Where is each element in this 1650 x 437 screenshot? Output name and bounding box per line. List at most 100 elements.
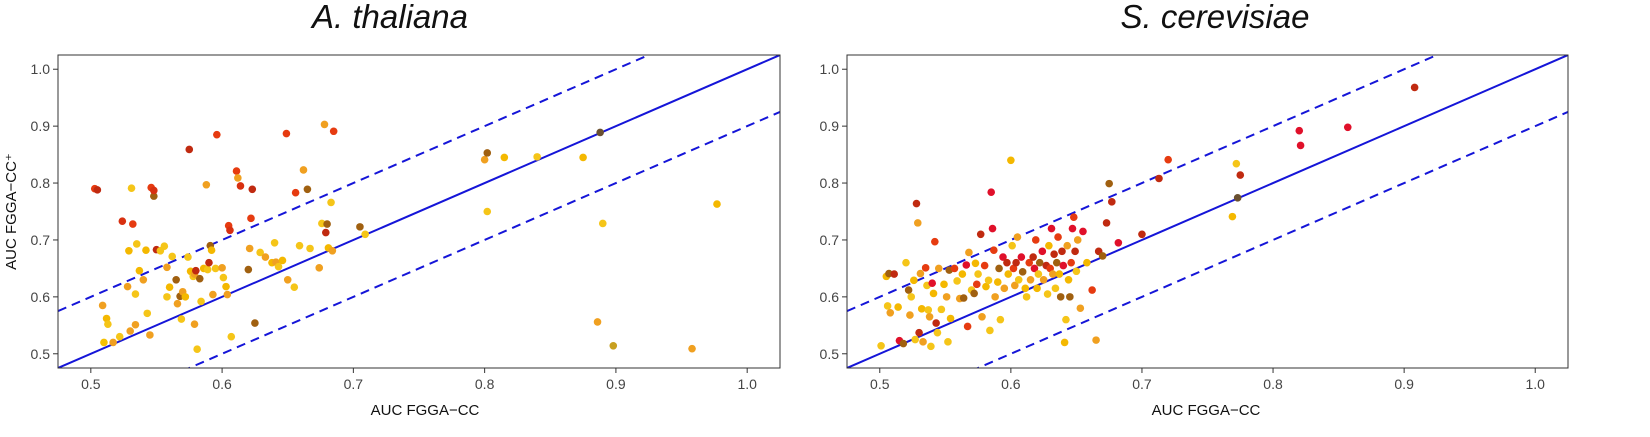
data-point	[886, 308, 895, 317]
data-point	[1029, 253, 1037, 261]
data-point	[1079, 227, 1087, 236]
y-tick-label: 0.9	[31, 118, 51, 134]
data-point	[1012, 258, 1020, 267]
x-tick-label: 0.7	[344, 376, 364, 392]
data-point	[1000, 284, 1009, 293]
data-point	[987, 188, 995, 196]
data-point	[999, 253, 1007, 261]
data-point	[907, 293, 916, 301]
data-point	[965, 248, 973, 257]
y-tick-label: 0.8	[31, 175, 51, 191]
data-point	[990, 246, 998, 254]
data-point	[142, 246, 150, 254]
data-point	[919, 338, 927, 346]
data-point	[328, 246, 337, 255]
data-point	[925, 312, 934, 321]
data-point	[1043, 290, 1052, 298]
data-point	[1138, 230, 1146, 239]
data-point	[902, 258, 910, 267]
data-point	[959, 294, 968, 302]
data-point	[480, 155, 489, 164]
data-point	[598, 219, 607, 228]
data-point	[282, 129, 291, 138]
data-point	[177, 315, 186, 323]
data-point	[593, 318, 602, 326]
y-tick-label: 0.7	[820, 232, 840, 248]
data-point	[579, 153, 587, 162]
data-point	[1046, 264, 1054, 273]
data-point	[1410, 83, 1419, 92]
data-point	[202, 180, 211, 189]
data-point	[361, 230, 369, 239]
data-point	[181, 293, 190, 301]
x-tick-label: 0.8	[475, 376, 495, 392]
x-tick-label: 0.8	[1263, 376, 1283, 392]
data-point	[327, 198, 335, 207]
x-axis-label: AUC FGGA−CC	[1152, 402, 1261, 419]
data-point	[1064, 275, 1073, 284]
data-point	[942, 293, 951, 301]
data-point	[197, 297, 205, 306]
y-tick-label: 0.9	[820, 118, 840, 134]
data-point	[899, 339, 908, 348]
data-point	[950, 264, 959, 273]
data-point	[929, 289, 938, 298]
data-point	[1060, 338, 1069, 347]
data-point	[98, 301, 107, 310]
data-point	[299, 166, 308, 174]
data-point	[172, 275, 180, 284]
data-point	[232, 167, 241, 175]
offset-line-upper	[847, 55, 1440, 313]
data-point	[962, 261, 971, 269]
data-point	[236, 182, 245, 190]
data-point	[932, 319, 940, 327]
x-tick-label: 0.5	[81, 376, 101, 392]
data-point	[185, 145, 194, 154]
data-point	[168, 252, 177, 261]
data-point	[219, 273, 228, 282]
offset-line-upper	[58, 55, 652, 313]
data-point	[996, 315, 1005, 324]
data-point	[132, 240, 141, 248]
data-point	[944, 338, 952, 346]
data-point	[1108, 198, 1116, 206]
data-point	[1052, 258, 1061, 267]
reference-lines	[847, 55, 1568, 368]
data-point	[993, 278, 1002, 286]
data-point	[1004, 270, 1013, 278]
data-point	[245, 244, 254, 253]
x-tick-label: 0.6	[212, 376, 232, 392]
data-point	[991, 293, 999, 301]
data-point	[986, 326, 994, 335]
data-point	[251, 319, 259, 327]
data-point	[1098, 252, 1107, 260]
data-point	[963, 322, 972, 331]
data-point	[270, 239, 279, 247]
data-point	[184, 253, 192, 261]
data-point	[1296, 141, 1305, 150]
data-point	[1073, 236, 1082, 244]
data-point	[1017, 253, 1026, 261]
y-tick-label: 0.6	[31, 289, 51, 305]
data-point	[1014, 275, 1023, 284]
data-point	[1343, 123, 1352, 132]
data-point	[222, 282, 230, 291]
data-point	[131, 290, 140, 298]
data-point	[995, 264, 1003, 273]
data-point	[247, 214, 255, 223]
data-point	[1071, 247, 1079, 256]
plot-frame	[846, 54, 1569, 369]
data-point	[500, 153, 509, 162]
data-point	[1025, 258, 1034, 267]
data-point	[261, 253, 270, 261]
data-point	[256, 248, 264, 257]
data-point	[1034, 270, 1043, 278]
identity-line	[58, 55, 780, 368]
data-point	[323, 220, 331, 228]
data-point	[1059, 261, 1068, 270]
data-point	[223, 290, 232, 299]
data-point	[928, 279, 937, 288]
data-point	[1228, 212, 1237, 221]
data-point	[244, 265, 253, 274]
data-point	[1092, 336, 1100, 344]
